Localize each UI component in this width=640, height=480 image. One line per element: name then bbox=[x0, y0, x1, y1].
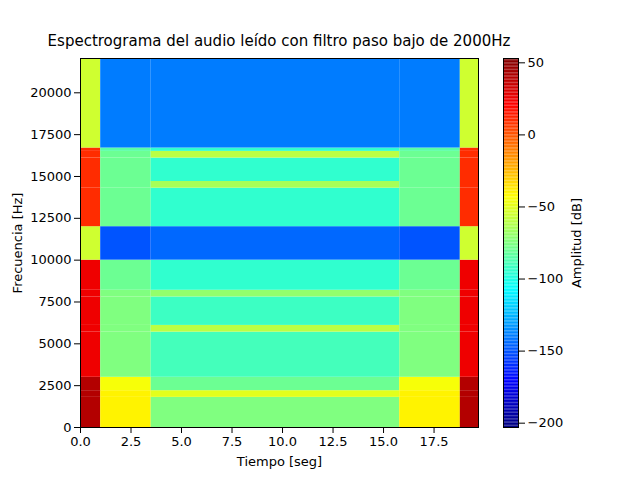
svg-text:0.0: 0.0 bbox=[70, 434, 91, 449]
svg-text:12.5: 12.5 bbox=[319, 434, 348, 449]
svg-text:−200: −200 bbox=[528, 415, 564, 430]
svg-text:15.0: 15.0 bbox=[369, 434, 398, 449]
svg-text:50: 50 bbox=[528, 55, 545, 70]
svg-text:17.5: 17.5 bbox=[420, 434, 449, 449]
svg-text:0: 0 bbox=[63, 420, 71, 435]
svg-text:−100: −100 bbox=[528, 271, 564, 286]
svg-text:15000: 15000 bbox=[30, 169, 71, 184]
svg-text:−150: −150 bbox=[528, 343, 564, 358]
svg-text:10000: 10000 bbox=[30, 252, 71, 267]
svg-text:2500: 2500 bbox=[38, 378, 71, 393]
svg-text:0: 0 bbox=[528, 127, 536, 142]
svg-text:5.0: 5.0 bbox=[171, 434, 192, 449]
svg-text:Amplitud [dB]: Amplitud [dB] bbox=[569, 198, 584, 288]
svg-text:−50: −50 bbox=[528, 199, 555, 214]
svg-text:10.0: 10.0 bbox=[268, 434, 297, 449]
svg-text:5000: 5000 bbox=[38, 336, 71, 351]
svg-text:Tiempo [seg]: Tiempo [seg] bbox=[236, 454, 322, 469]
svg-text:7500: 7500 bbox=[38, 294, 71, 309]
svg-text:Frecuencia [Hz]: Frecuencia [Hz] bbox=[10, 193, 25, 294]
svg-text:2.5: 2.5 bbox=[121, 434, 142, 449]
svg-text:17500: 17500 bbox=[30, 127, 71, 142]
svg-text:7.5: 7.5 bbox=[222, 434, 243, 449]
svg-text:20000: 20000 bbox=[30, 85, 71, 100]
html-text:Espectrograma del audio leído: Espectrograma del audio leído con filtro… bbox=[47, 32, 511, 50]
svg-text:12500: 12500 bbox=[30, 210, 71, 225]
